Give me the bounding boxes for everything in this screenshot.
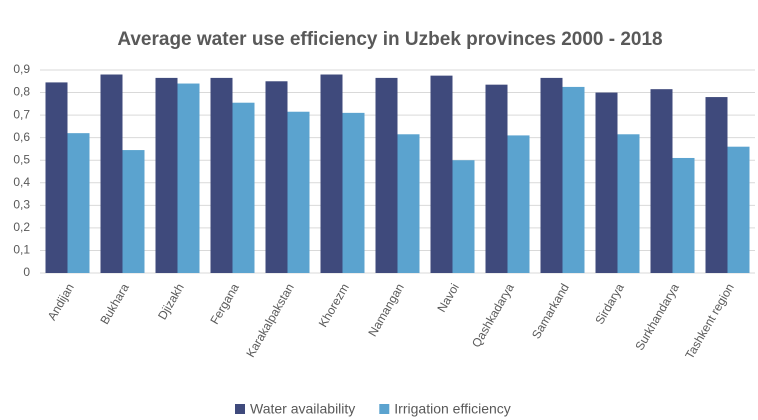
bar [122, 150, 145, 273]
legend-label: Irrigation efficiency [394, 401, 510, 417]
bar [485, 84, 508, 274]
bar [507, 135, 530, 273]
bar [562, 86, 585, 274]
y-tick-label: 0,8 [13, 85, 30, 99]
y-tick-label: 0,6 [13, 130, 30, 144]
x-tick-label: Tashkent region [682, 281, 736, 361]
bar [265, 81, 288, 274]
bar [232, 102, 255, 273]
bar [67, 133, 90, 273]
x-tick-label: Namangan [365, 281, 406, 339]
y-tick-label: 0,5 [13, 152, 30, 166]
x-tick-label: Qashkadarya [469, 281, 517, 350]
y-tick-label: 0 [23, 265, 30, 279]
bar [430, 75, 453, 273]
bar [210, 77, 233, 274]
bar [595, 92, 618, 273]
bar [397, 134, 420, 273]
bar [177, 83, 200, 274]
bar [727, 146, 750, 273]
bar [650, 89, 673, 273]
bar [100, 74, 123, 273]
bar [617, 134, 640, 273]
legend-swatch [379, 404, 390, 414]
y-tick-label: 0,3 [13, 198, 30, 212]
y-tick-label: 0,2 [13, 220, 30, 234]
bar [155, 77, 178, 274]
bar [287, 111, 310, 273]
legend-swatch [235, 404, 245, 414]
bar [452, 160, 475, 273]
y-tick-label: 0,4 [13, 175, 30, 189]
x-tick-label: Navoi [434, 281, 461, 315]
x-tick-label: Andijan [45, 281, 77, 323]
x-tick-label: Fergana [207, 281, 242, 327]
x-tick-label: Sirdarya [592, 281, 627, 327]
x-tick-label: Samarkand [529, 281, 572, 341]
x-tick-label: Bukhara [97, 281, 132, 327]
bar [705, 97, 728, 273]
x-tick-label: Khorezm [316, 281, 352, 330]
y-tick-label: 0,7 [13, 107, 30, 121]
x-tick-label: Djizakh [155, 281, 187, 322]
legend-label: Water availability [250, 401, 355, 417]
y-tick-label: 0,1 [13, 243, 30, 257]
x-tick-label: Surkhandarya [632, 281, 682, 353]
bar [672, 157, 695, 273]
bar [375, 77, 398, 274]
bar [320, 74, 343, 273]
bar [45, 82, 68, 274]
x-tick-label: Karakalpakstan [243, 281, 296, 360]
chart-title: Average water use efficiency in Uzbek pr… [117, 29, 662, 50]
bar [342, 112, 365, 273]
bar [540, 77, 563, 274]
y-tick-label: 0,9 [13, 62, 30, 76]
